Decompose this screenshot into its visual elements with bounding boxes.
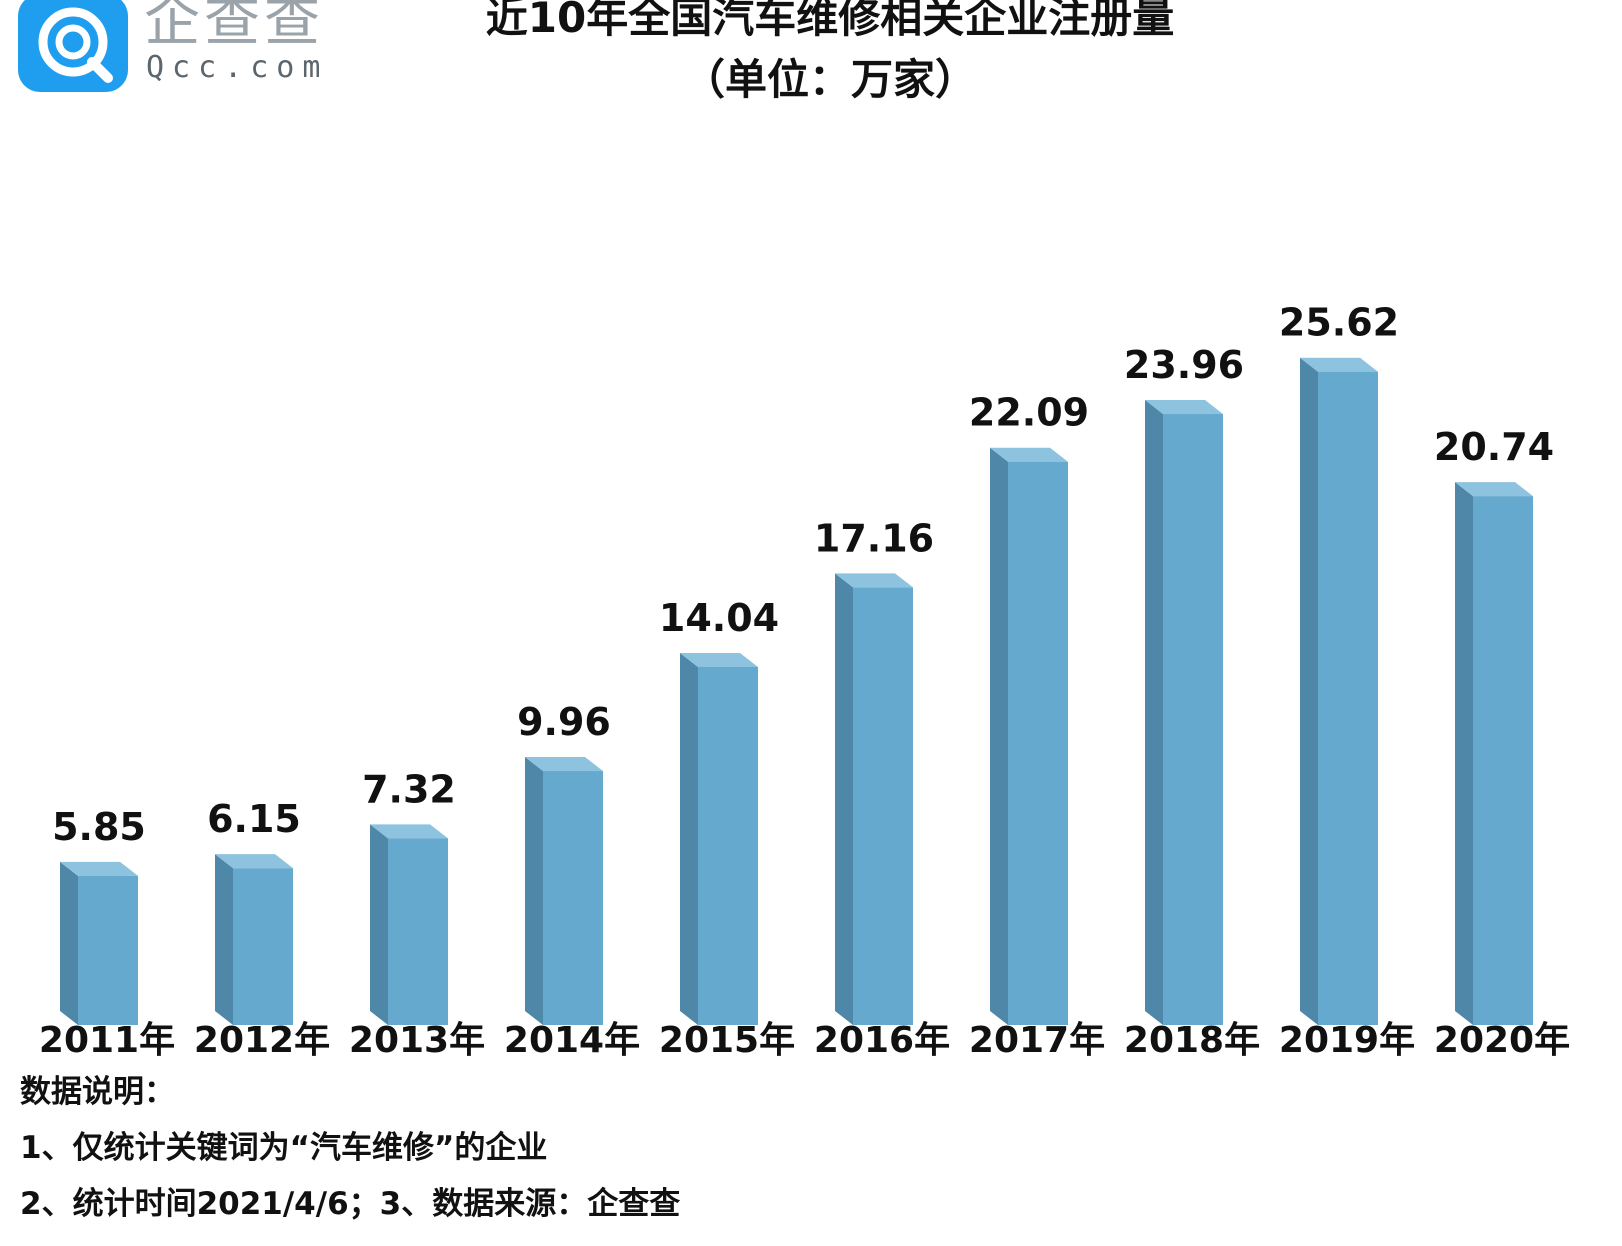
bar-value-label: 22.09 (969, 391, 1089, 435)
bar-front (698, 666, 758, 1025)
bar-front (1008, 461, 1068, 1026)
x-tick-label: 2013年 (349, 1020, 485, 1060)
bar-side (990, 447, 1008, 1026)
bar-top (370, 824, 448, 839)
bar-3 (525, 757, 603, 1025)
bar-side (680, 652, 698, 1025)
bar-side (370, 824, 388, 1025)
chart-title: 近10年全国汽车维修相关企业注册量 (485, 0, 1175, 42)
bar-6 (990, 447, 1068, 1026)
logo-name-en: Qcc.com (146, 50, 329, 85)
bar-5 (835, 573, 913, 1025)
bar-8 (1300, 357, 1378, 1025)
bar-value-label: 6.15 (207, 797, 301, 841)
x-tick-label: 2017年 (969, 1020, 1105, 1060)
logo: 企查查 Qcc.com (18, 0, 348, 94)
bar-value-label: 23.96 (1124, 343, 1244, 387)
bar-front (233, 868, 293, 1025)
bar-1 (215, 854, 293, 1025)
bar-top (215, 854, 293, 869)
bar-front (78, 875, 138, 1025)
bar-front (1318, 371, 1378, 1025)
qcc-logo-icon (18, 0, 128, 92)
bar-front (1163, 414, 1223, 1025)
bar-chart: 5.85 2011年 6.15 2012年 7.32 2013年 9.96 2014年 14.0… (39, 301, 1570, 1060)
bar-top (990, 447, 1068, 462)
notes-line-2: 2、统计时间2021/4/6；3、数据来源：企查查 (20, 1186, 681, 1222)
bar-top (680, 652, 758, 667)
bar-value-label: 14.04 (659, 596, 779, 640)
bar-front (543, 771, 603, 1025)
bar-side (1455, 482, 1473, 1025)
bar-0 (60, 861, 138, 1025)
x-tick-label: 2015年 (659, 1020, 795, 1060)
bar-value-label: 9.96 (517, 700, 611, 744)
bar-value-label: 5.85 (52, 805, 146, 849)
bar-2 (370, 824, 448, 1025)
chart-subtitle: （单位：万家） (682, 55, 977, 104)
notes-heading: 数据说明： (20, 1074, 175, 1110)
bar-top (835, 573, 913, 588)
x-tick-label: 2014年 (504, 1020, 640, 1060)
data-notes: 数据说明： 1、仅统计关键词为“汽车维修”的企业 2、统计时间2021/4/6；… (20, 1064, 1580, 1232)
x-tick-label: 2011年 (39, 1020, 175, 1060)
x-tick-label: 2019年 (1279, 1020, 1415, 1060)
bar-front (1473, 496, 1533, 1025)
bar-7 (1145, 400, 1223, 1025)
bar-side (1145, 400, 1163, 1025)
bar-4 (680, 652, 758, 1025)
bar-value-label: 25.62 (1279, 301, 1399, 345)
bar-top (525, 757, 603, 772)
bar-top (1300, 357, 1378, 372)
bar-top (1455, 482, 1533, 497)
bar-side (60, 861, 78, 1025)
bar-front (388, 838, 448, 1025)
bar-value-label: 7.32 (362, 767, 456, 811)
bar-side (215, 854, 233, 1025)
bar-side (525, 757, 543, 1025)
bar-top (1145, 400, 1223, 415)
bar-side (1300, 357, 1318, 1025)
x-tick-label: 2016年 (814, 1020, 950, 1060)
bar-side (835, 573, 853, 1025)
bar-top (60, 861, 138, 876)
x-tick-label: 2018年 (1124, 1020, 1260, 1060)
bar-9 (1455, 482, 1533, 1025)
bar-value-label: 20.74 (1434, 425, 1554, 469)
logo-name-cn: 企查查 (144, 0, 324, 54)
notes-line-1: 1、仅统计关键词为“汽车维修”的企业 (20, 1130, 548, 1166)
bar-value-label: 17.16 (814, 516, 934, 560)
x-tick-label: 2020年 (1434, 1020, 1570, 1060)
bar-front (853, 587, 913, 1025)
x-tick-label: 2012年 (194, 1020, 330, 1060)
